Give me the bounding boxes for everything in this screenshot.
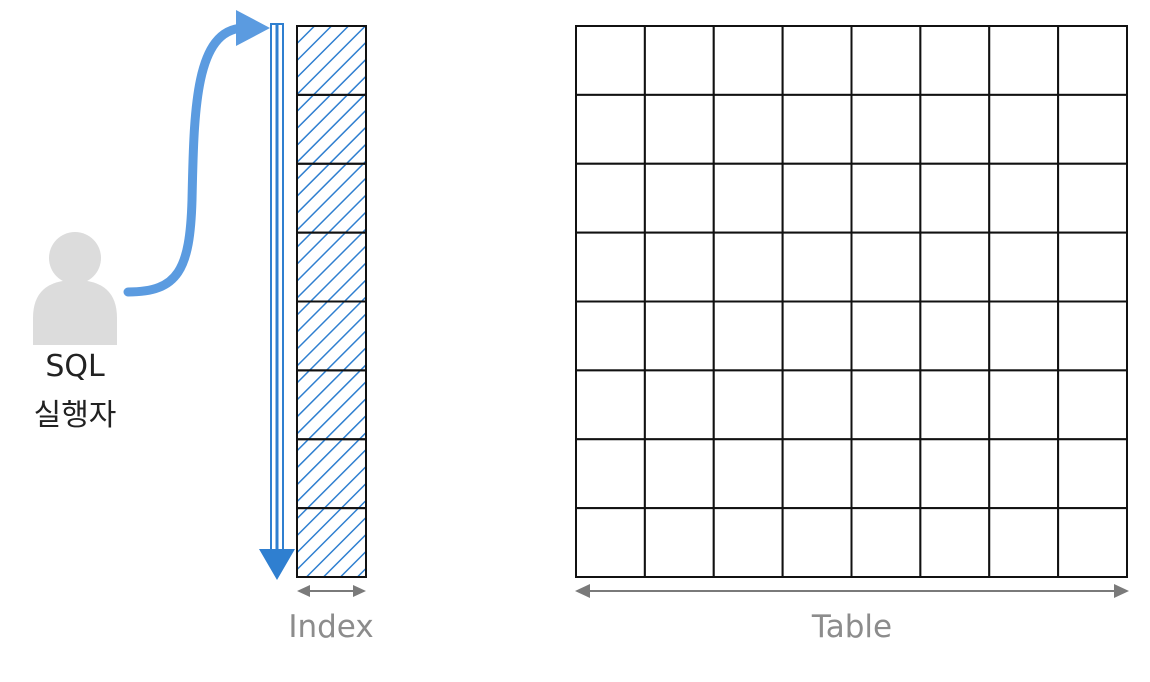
table-cell	[919, 25, 991, 96]
table-cell	[850, 231, 922, 303]
actor-label-sql: SQL	[45, 349, 105, 384]
index-cell	[296, 300, 367, 372]
table-cell	[712, 300, 784, 372]
table-cell	[919, 369, 991, 441]
table-cell	[643, 369, 715, 441]
table-cell	[850, 438, 922, 510]
table-cell	[850, 162, 922, 234]
person-icon	[33, 232, 117, 345]
table-cell	[988, 300, 1060, 372]
table-cell	[575, 507, 646, 578]
table-cell	[988, 25, 1060, 96]
table-cell	[712, 507, 784, 578]
table-cell	[781, 162, 853, 234]
index-cell	[296, 507, 367, 578]
index-width-arrow	[297, 585, 366, 597]
table-cell	[712, 25, 784, 96]
table-cell	[1057, 438, 1128, 510]
table-cell	[781, 25, 853, 96]
table-cell	[643, 300, 715, 372]
table-cell	[712, 93, 784, 165]
table-cell	[1057, 93, 1128, 165]
access-arrow-curve	[123, 23, 248, 297]
table-cell	[988, 507, 1060, 578]
table-cell	[850, 93, 922, 165]
table-cell	[988, 231, 1060, 303]
table-cell	[643, 438, 715, 510]
table-cell	[988, 438, 1060, 510]
table-cell	[643, 25, 715, 96]
table-cell	[1057, 25, 1128, 96]
table-cell	[919, 162, 991, 234]
access-arrow	[123, 10, 270, 297]
table-cell	[988, 162, 1060, 234]
index-label: Index	[288, 609, 374, 645]
index-width-arrowhead-left	[297, 585, 310, 597]
table-cell	[643, 162, 715, 234]
table-cell	[781, 231, 853, 303]
table-cell	[781, 507, 853, 578]
table-cell	[850, 369, 922, 441]
table-cell	[575, 369, 646, 441]
table-cell	[575, 438, 646, 510]
table-width-arrow	[575, 584, 1129, 598]
table-width-arrowhead-left	[575, 584, 590, 598]
table-grid	[575, 25, 1128, 578]
table-cell	[643, 93, 715, 165]
table-cell	[781, 438, 853, 510]
person-head	[49, 232, 101, 284]
table-cell	[575, 300, 646, 372]
table-cell	[919, 438, 991, 510]
scan-arrow	[259, 23, 295, 580]
table-cell	[1057, 300, 1128, 372]
table-cell	[850, 25, 922, 96]
index-cell	[296, 231, 367, 303]
table-cell	[1057, 231, 1128, 303]
table-cell	[988, 93, 1060, 165]
table-width-arrowhead-right	[1114, 584, 1129, 598]
index-width-arrowhead-right	[353, 585, 366, 597]
table-cell	[1057, 162, 1128, 234]
table-cell	[1057, 369, 1128, 441]
table-cell	[850, 507, 922, 578]
table-cell	[575, 231, 646, 303]
table-cell	[1057, 507, 1128, 578]
table-cell	[575, 162, 646, 234]
index-cell	[296, 438, 367, 510]
table-cell	[575, 25, 646, 96]
scan-arrowhead	[259, 549, 295, 580]
table-cell	[919, 507, 991, 578]
table-cell	[988, 369, 1060, 441]
table-cell	[850, 300, 922, 372]
table-cell	[643, 231, 715, 303]
table-cell	[919, 93, 991, 165]
table-label: Table	[811, 609, 893, 645]
table-cell	[919, 231, 991, 303]
table-cell	[712, 369, 784, 441]
table-cell	[575, 93, 646, 165]
table-cell	[712, 438, 784, 510]
index-column	[296, 25, 367, 578]
table-cell	[781, 93, 853, 165]
table-cell	[919, 300, 991, 372]
index-cell	[296, 162, 367, 234]
index-cell	[296, 25, 367, 96]
table-cell	[781, 369, 853, 441]
table-cell	[643, 507, 715, 578]
table-cell	[712, 231, 784, 303]
index-cell	[296, 93, 367, 165]
table-cell	[781, 300, 853, 372]
person-body	[33, 280, 117, 345]
access-arrowhead	[236, 10, 270, 46]
actor-label-executor: 실행자	[33, 398, 117, 433]
index-cell	[296, 369, 367, 441]
table-cell	[712, 162, 784, 234]
